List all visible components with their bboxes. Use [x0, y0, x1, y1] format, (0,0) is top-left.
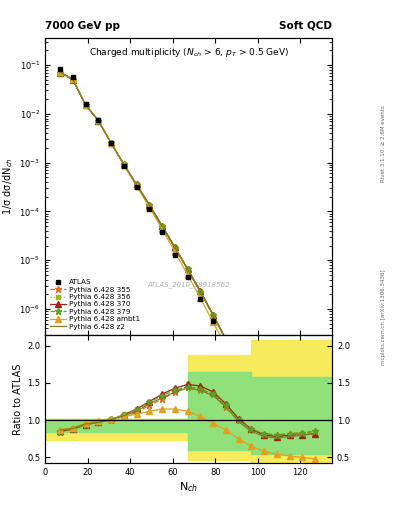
Y-axis label: 1/σ dσ/dN$_{ch}$: 1/σ dσ/dN$_{ch}$ [1, 158, 15, 215]
Text: mcplots.cern.ch [arXiv:1306.3436]: mcplots.cern.ch [arXiv:1306.3436] [381, 270, 386, 365]
X-axis label: N$_{ch}$: N$_{ch}$ [179, 480, 198, 494]
Text: Rivet 3.1.10, ≥ 2.6M events: Rivet 3.1.10, ≥ 2.6M events [381, 105, 386, 182]
Text: 7000 GeV pp: 7000 GeV pp [45, 20, 120, 31]
Legend: ATLAS, Pythia 6.428 355, Pythia 6.428 356, Pythia 6.428 370, Pythia 6.428 379, P: ATLAS, Pythia 6.428 355, Pythia 6.428 35… [49, 278, 141, 331]
Text: Soft QCD: Soft QCD [279, 20, 332, 31]
Y-axis label: Ratio to ATLAS: Ratio to ATLAS [13, 364, 23, 435]
Text: Charged multiplicity ($N_{ch}$ > 6, $p_T$ > 0.5 GeV): Charged multiplicity ($N_{ch}$ > 6, $p_T… [88, 46, 289, 59]
Text: ATLAS_2010_S8918562: ATLAS_2010_S8918562 [147, 281, 230, 288]
